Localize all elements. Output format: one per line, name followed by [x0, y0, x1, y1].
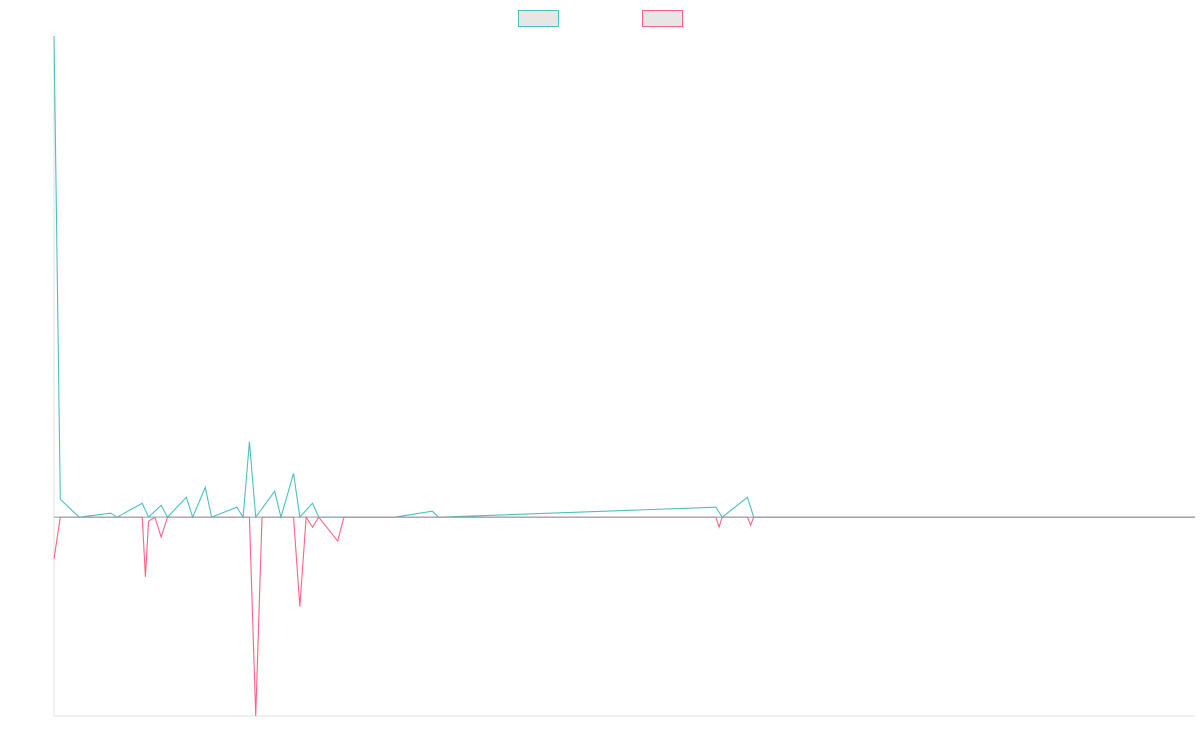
legend [518, 10, 683, 27]
legend-swatch-2[interactable] [642, 10, 683, 27]
axes [53, 36, 1195, 717]
series-line-1 [53, 35, 1195, 520]
series-layer [53, 35, 1195, 717]
legend-swatch-1[interactable] [518, 10, 559, 27]
series-line-2 [53, 515, 1195, 717]
